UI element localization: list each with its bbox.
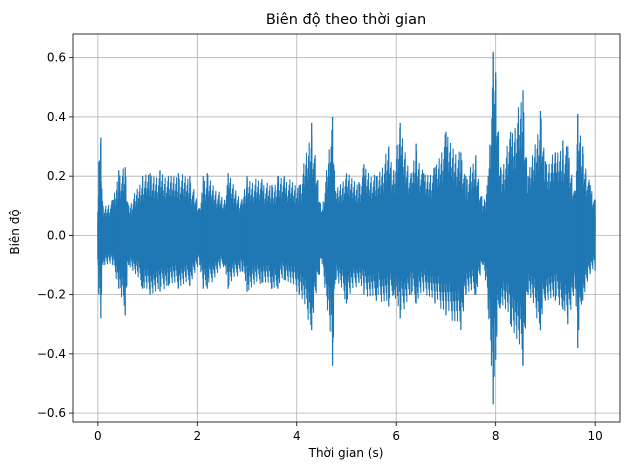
x-axis-label: Thời gian (s) bbox=[308, 446, 384, 460]
x-tick-label: 2 bbox=[193, 429, 201, 443]
plot-frame bbox=[72, 33, 621, 423]
y-tick-label: 0.6 bbox=[47, 51, 66, 65]
y-tick-label: −0.6 bbox=[37, 406, 66, 420]
y-tick-label: −0.2 bbox=[37, 288, 66, 302]
x-tick-label: 4 bbox=[293, 429, 301, 443]
x-tick-label: 10 bbox=[587, 429, 602, 443]
ticks: 0 2 4 6 8 10 −0.6 −0.4 −0.2 0.0 0.2 0.4 0.6 bbox=[37, 51, 603, 443]
y-axis-label: Biên độ bbox=[8, 209, 22, 254]
y-tick-label: −0.4 bbox=[37, 347, 66, 361]
chart-title: Biên độ theo thời gian bbox=[266, 12, 426, 28]
x-tick-label: 6 bbox=[392, 429, 400, 443]
y-tick-label: 0.2 bbox=[47, 169, 66, 183]
y-tick-label: 0.4 bbox=[47, 110, 66, 124]
x-tick-label: 0 bbox=[94, 429, 102, 443]
plot-area bbox=[97, 51, 596, 405]
x-tick-label: 8 bbox=[492, 429, 500, 443]
y-tick-label: 0.0 bbox=[47, 228, 66, 242]
